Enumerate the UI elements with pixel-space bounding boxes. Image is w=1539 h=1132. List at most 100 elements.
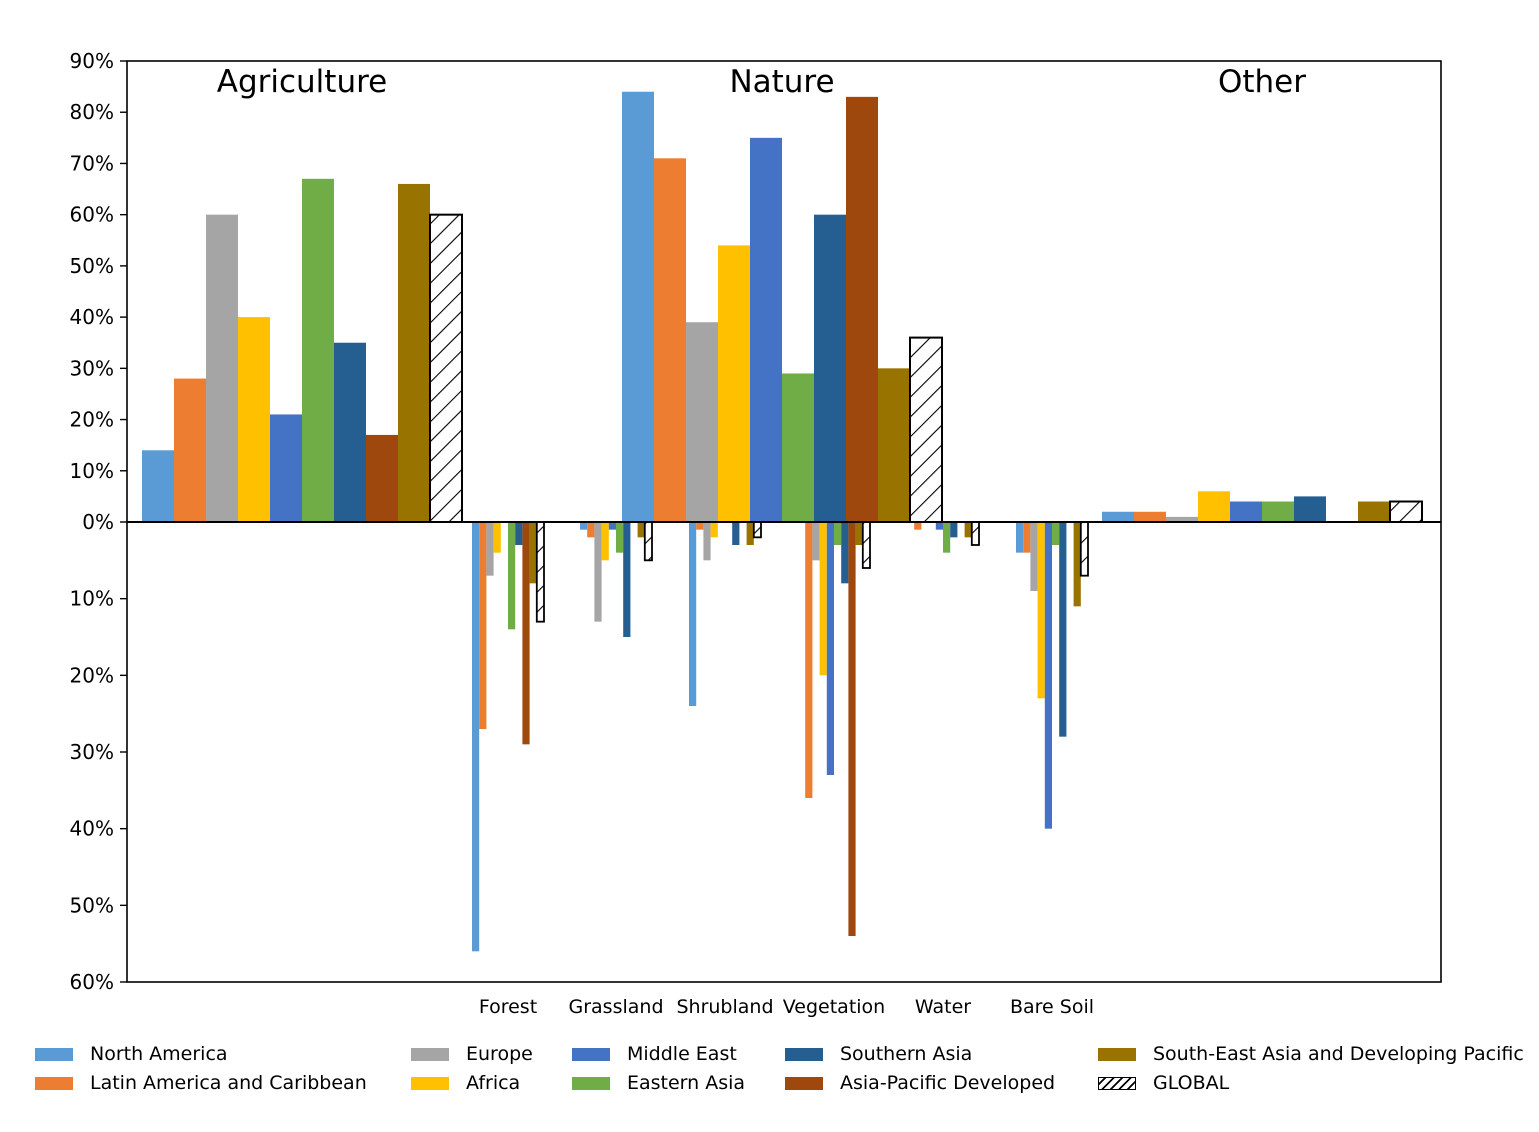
- bar-other-southern-asia: [1294, 496, 1326, 522]
- bar-loss-forest-africa: [493, 522, 501, 553]
- x-category-label-vegetation: Vegetation: [783, 996, 885, 1018]
- bar-other-north-america: [1102, 511, 1134, 522]
- bar-loss-vegetation-asia-pacific-developed: [848, 522, 856, 936]
- bar-nature-asia-pacific-developed: [846, 96, 878, 522]
- y-tick-label: 60%: [70, 970, 114, 994]
- x-category-label-shrubland: Shrubland: [676, 996, 773, 1018]
- bar-loss-shrubland-southern-asia: [732, 522, 740, 545]
- loss-category-labels: Forest Grassland Shrubland Vegetation Water B…: [479, 996, 1094, 1018]
- bar-other-global: [1389, 500, 1423, 523]
- bar-loss-forest-global: [535, 521, 545, 623]
- legend-item-asia-pacific-developed: Asia-Pacific Developed: [785, 1069, 1055, 1097]
- bar-loss-vegetation-middle-east: [826, 522, 834, 775]
- legend-swatch: [785, 1047, 823, 1061]
- bar-loss-bare-soil-eastern-asia: [1052, 522, 1060, 545]
- bar-loss-bare-soil-southern-asia: [1059, 522, 1067, 737]
- bar-loss-bare-soil-africa: [1037, 522, 1045, 699]
- section-label-nature: Nature: [729, 64, 834, 100]
- bar-loss-grassland-southern-asia: [623, 522, 631, 637]
- bar-agriculture-middle-east: [270, 414, 302, 522]
- y-tick-label: 40%: [70, 305, 114, 329]
- bar-other-europe: [1166, 516, 1198, 522]
- y-axis-ticks: 0% 10% 20% 30% 40% 50% 60% 70% 80% 90% 10% 20% 30% 40…: [70, 49, 127, 994]
- legend-label: North America: [90, 1043, 228, 1065]
- x-category-label-bare-soil: Bare Soil: [1010, 996, 1094, 1018]
- bar-loss-bare-soil-middle-east: [1044, 522, 1052, 829]
- bar-loss-shrubland-africa: [710, 522, 718, 538]
- legend-item-global: GLOBAL: [1098, 1069, 1229, 1097]
- legend-swatch: [1098, 1047, 1136, 1061]
- bar-loss-vegetation-africa: [819, 522, 827, 676]
- bar-other-africa: [1198, 491, 1230, 522]
- y-tick-label: 90%: [70, 49, 114, 73]
- bar-loss-forest-latin-america-and-caribbean: [479, 522, 487, 729]
- legend-label: Africa: [466, 1072, 521, 1094]
- bar-other-eastern-asia: [1262, 501, 1294, 522]
- section-label-agriculture: Agriculture: [217, 64, 388, 100]
- bar-nature-africa: [718, 245, 750, 522]
- y-tick-label: 60%: [70, 203, 114, 227]
- legend-label: Europe: [466, 1043, 533, 1065]
- bar-loss-water-eastern-asia: [943, 522, 951, 553]
- y-tick-label: 20%: [70, 408, 114, 432]
- bar-loss-bare-soil-south-east-asia-and-developing-pacific: [1073, 522, 1081, 607]
- gain-bars: [142, 91, 1423, 524]
- y-tick-label: 20%: [70, 663, 114, 687]
- y-tick-label: 70%: [70, 151, 114, 175]
- legend-item-middle-east: Middle East: [572, 1040, 737, 1068]
- bar-agriculture-southern-asia: [334, 342, 366, 522]
- bar-other-latin-america-and-caribbean: [1134, 511, 1166, 522]
- bar-loss-shrubland-europe: [703, 522, 711, 561]
- bar-nature-eastern-asia: [782, 373, 814, 522]
- legend-swatch: [411, 1047, 449, 1061]
- legend-swatch: [411, 1076, 449, 1090]
- bar-loss-vegetation-eastern-asia: [834, 522, 842, 545]
- bar-loss-bare-soil-global: [1079, 521, 1089, 577]
- bar-loss-bare-soil-north-america: [1016, 522, 1024, 553]
- bar-loss-vegetation-south-east-asia-and-developing-pacific: [855, 522, 863, 545]
- bar-loss-forest-south-east-asia-and-developing-pacific: [529, 522, 537, 584]
- legend-swatch: [35, 1076, 73, 1090]
- bar-loss-vegetation-latin-america-and-caribbean: [805, 522, 813, 798]
- bar-loss-forest-eastern-asia: [508, 522, 516, 630]
- bar-agriculture-north-america: [142, 450, 174, 522]
- legend-item-south-east-asia-and-developing-pacific: South-East Asia and Developing Pacific: [1098, 1040, 1524, 1068]
- bar-loss-shrubland-latin-america-and-caribbean: [696, 522, 704, 530]
- legend-label: Asia-Pacific Developed: [840, 1072, 1056, 1094]
- bar-loss-grassland-middle-east: [608, 522, 616, 530]
- y-tick-label: 0%: [82, 510, 114, 534]
- bar-nature-europe: [686, 322, 718, 522]
- legend-label: Latin America and Caribbean: [90, 1072, 367, 1094]
- bar-loss-forest-southern-asia: [515, 522, 523, 545]
- bar-loss-vegetation-southern-asia: [841, 522, 849, 584]
- legend-item-eastern-asia: Eastern Asia: [572, 1069, 745, 1097]
- bar-loss-forest-asia-pacific-developed: [522, 522, 530, 745]
- bar-loss-grassland-eastern-asia: [616, 522, 624, 553]
- legend-item-southern-asia: Southern Asia: [785, 1040, 972, 1068]
- bar-loss-bare-soil-europe: [1030, 522, 1038, 591]
- bar-loss-water-southern-asia: [950, 522, 958, 538]
- legend-label: Middle East: [627, 1043, 737, 1065]
- x-category-label-water: Water: [915, 996, 971, 1018]
- legend-swatch: [35, 1047, 73, 1061]
- bar-agriculture-global: [429, 213, 463, 524]
- legend-swatch: [572, 1047, 610, 1061]
- bar-nature-southern-asia: [814, 214, 846, 522]
- bar-loss-grassland-south-east-asia-and-developing-pacific: [637, 522, 645, 538]
- bar-loss-forest-europe: [486, 522, 494, 576]
- bar-agriculture-eastern-asia: [302, 178, 334, 523]
- bar-loss-shrubland-north-america: [689, 522, 697, 706]
- bar-agriculture-africa: [238, 317, 270, 522]
- bar-loss-shrubland-south-east-asia-and-developing-pacific: [746, 522, 754, 545]
- bar-loss-grassland-latin-america-and-caribbean: [587, 522, 595, 538]
- bar-agriculture-south-east-asia-and-developing-pacific: [398, 183, 430, 522]
- bar-agriculture-europe: [206, 214, 238, 522]
- legend-item-latin-america-and-caribbean: Latin America and Caribbean: [35, 1069, 367, 1097]
- section-labels: Agriculture Nature Other: [217, 64, 1307, 100]
- bar-nature-south-east-asia-and-developing-pacific: [878, 368, 910, 522]
- legend-item-europe: Europe: [411, 1040, 533, 1068]
- bar-agriculture-latin-america-and-caribbean: [174, 378, 206, 522]
- y-tick-label: 40%: [70, 817, 114, 841]
- bar-other-middle-east: [1230, 501, 1262, 522]
- bar-loss-water-latin-america-and-caribbean: [914, 522, 922, 530]
